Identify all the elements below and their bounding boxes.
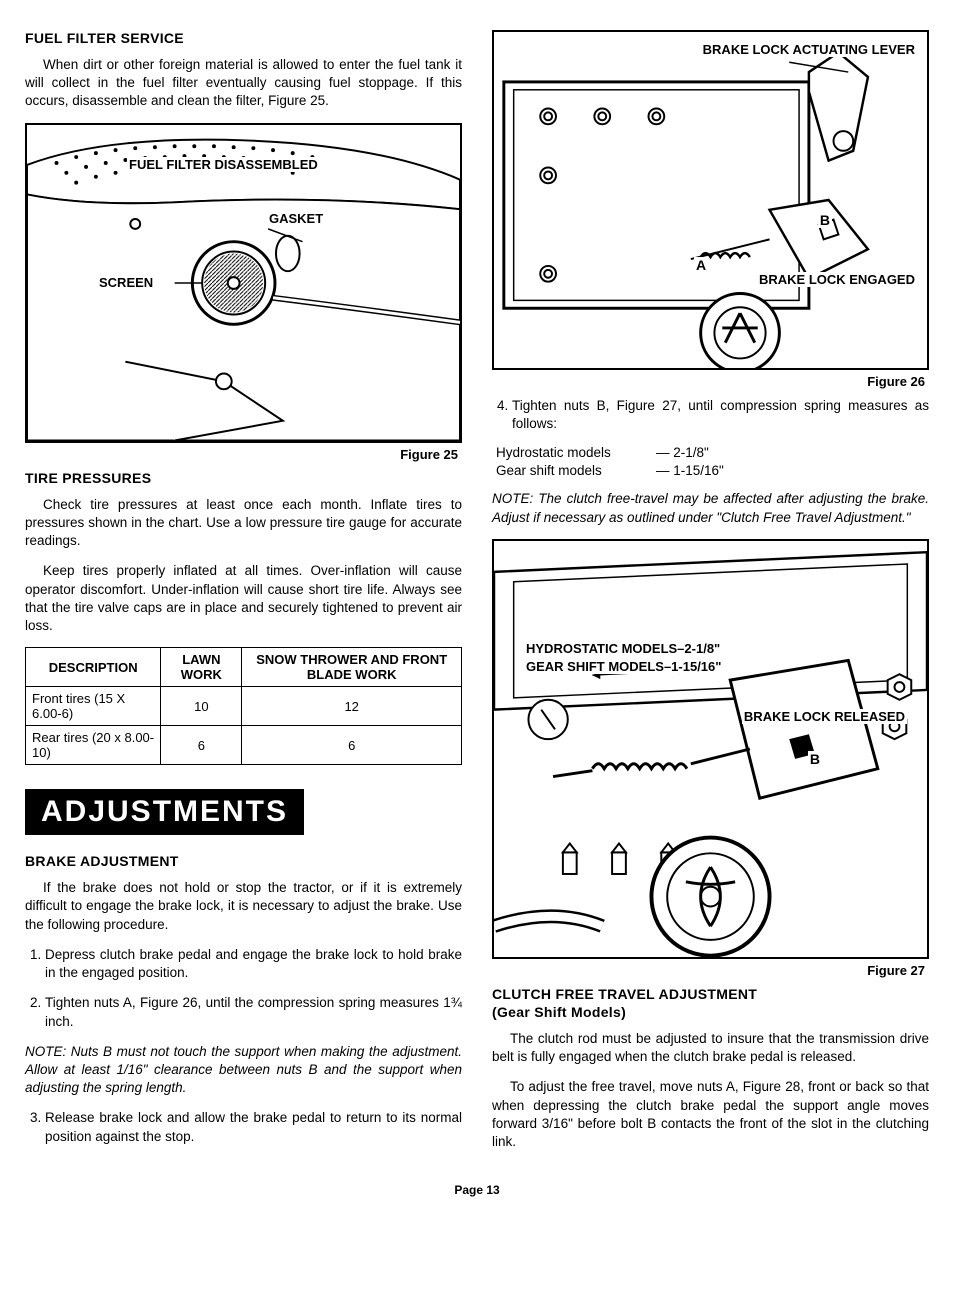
clutch-note: NOTE: The clutch free-travel may be affe… xyxy=(492,490,929,526)
figure-27-label-b: B xyxy=(808,751,822,767)
figure-26-label-b: B xyxy=(818,212,832,228)
brake-steps-list-right: Tighten nuts B, Figure 27, until compres… xyxy=(492,397,929,433)
spec-row: Hydrostatic models — 2-1/8" xyxy=(496,445,929,460)
fuel-filter-para: When dirt or other foreign material is a… xyxy=(25,56,462,111)
clutch-para1: The clutch rod must be adjusted to insur… xyxy=(492,1030,929,1066)
figure-27-label-gear: GEAR SHIFT MODELS–1-15/16" xyxy=(524,659,723,674)
figure-25-svg xyxy=(27,125,460,441)
figure-27-caption: Figure 27 xyxy=(492,963,925,978)
table-col-desc: DESCRIPTION xyxy=(26,648,161,687)
brake-steps-list: Depress clutch brake pedal and engage th… xyxy=(25,946,462,1031)
adjustments-banner: ADJUSTMENTS xyxy=(25,789,304,835)
table-cell: 6 xyxy=(161,726,242,765)
spec-key: Hydrostatic models xyxy=(496,445,656,460)
figure-25-label-disassembled: FUEL FILTER DISASSEMBLED xyxy=(127,157,320,172)
table-col-snow: SNOW THROWER AND FRONT BLADE WORK xyxy=(242,648,462,687)
clutch-para2: To adjust the free travel, move nuts A, … xyxy=(492,1078,929,1151)
table-cell: Rear tires (20 x 8.00-10) xyxy=(26,726,161,765)
figure-27: HYDROSTATIC MODELS–2-1/8" GEAR SHIFT MOD… xyxy=(492,539,929,959)
table-row: Front tires (15 X 6.00-6) 10 12 xyxy=(26,687,462,726)
spec-key: Gear shift models xyxy=(496,463,656,478)
figure-26: BRAKE LOCK ACTUATING LEVER BRAKE LOCK EN… xyxy=(492,30,929,370)
brake-steps-list-cont: Release brake lock and allow the brake p… xyxy=(25,1109,462,1145)
figure-25-caption: Figure 25 xyxy=(25,447,458,462)
spec-row: Gear shift models — 1-15/16" xyxy=(496,463,929,478)
left-column: FUEL FILTER SERVICE When dirt or other f… xyxy=(25,30,462,1163)
brake-step-4: Tighten nuts B, Figure 27, until compres… xyxy=(512,397,929,433)
figure-27-label-released: BRAKE LOCK RELEASED xyxy=(742,709,907,724)
fuel-filter-heading: FUEL FILTER SERVICE xyxy=(25,30,462,46)
figure-26-caption: Figure 26 xyxy=(492,374,925,389)
brake-step-2: Tighten nuts A, Figure 26, until the com… xyxy=(45,994,462,1030)
figure-25-label-gasket: GASKET xyxy=(267,211,325,226)
spec-val: — 2-1/8" xyxy=(656,445,709,460)
figure-27-svg xyxy=(494,541,927,957)
figure-26-label-lever: BRAKE LOCK ACTUATING LEVER xyxy=(701,42,917,57)
clutch-heading: CLUTCH FREE TRAVEL ADJUSTMENT xyxy=(492,986,929,1002)
table-cell: Front tires (15 X 6.00-6) xyxy=(26,687,161,726)
table-cell: 10 xyxy=(161,687,242,726)
page-number: Page 13 xyxy=(25,1183,929,1197)
brake-step-3: Release brake lock and allow the brake p… xyxy=(45,1109,462,1145)
spec-val: — 1-15/16" xyxy=(656,463,724,478)
tire-pressures-para1: Check tire pressures at least once each … xyxy=(25,496,462,551)
brake-adjustment-heading: BRAKE ADJUSTMENT xyxy=(25,853,462,869)
figure-26-label-a: A xyxy=(694,257,708,273)
figure-26-label-engaged: BRAKE LOCK ENGAGED xyxy=(757,272,917,287)
tire-pressures-para2: Keep tires properly inflated at all time… xyxy=(25,562,462,635)
right-column: BRAKE LOCK ACTUATING LEVER BRAKE LOCK EN… xyxy=(492,30,929,1163)
table-col-lawn: LAWN WORK xyxy=(161,648,242,687)
brake-note: NOTE: Nuts B must not touch the support … xyxy=(25,1043,462,1098)
spring-specs: Hydrostatic models — 2-1/8" Gear shift m… xyxy=(496,445,929,478)
brake-adjustment-para: If the brake does not hold or stop the t… xyxy=(25,879,462,934)
table-cell: 12 xyxy=(242,687,462,726)
clutch-subheading: (Gear Shift Models) xyxy=(492,1004,929,1020)
figure-25-label-screen: SCREEN xyxy=(97,275,155,290)
figure-26-svg xyxy=(494,32,927,368)
table-row: Rear tires (20 x 8.00-10) 6 6 xyxy=(26,726,462,765)
page-content: FUEL FILTER SERVICE When dirt or other f… xyxy=(25,30,929,1163)
tire-pressures-heading: TIRE PRESSURES xyxy=(25,470,462,486)
figure-27-label-hydro: HYDROSTATIC MODELS–2-1/8" xyxy=(524,641,722,656)
tire-pressure-table: DESCRIPTION LAWN WORK SNOW THROWER AND F… xyxy=(25,647,462,765)
table-cell: 6 xyxy=(242,726,462,765)
figure-25: FUEL FILTER DISASSEMBLED GASKET SCREEN xyxy=(25,123,462,443)
brake-step-1: Depress clutch brake pedal and engage th… xyxy=(45,946,462,982)
